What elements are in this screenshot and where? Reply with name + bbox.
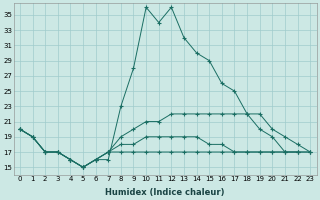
X-axis label: Humidex (Indice chaleur): Humidex (Indice chaleur) [105,188,225,197]
